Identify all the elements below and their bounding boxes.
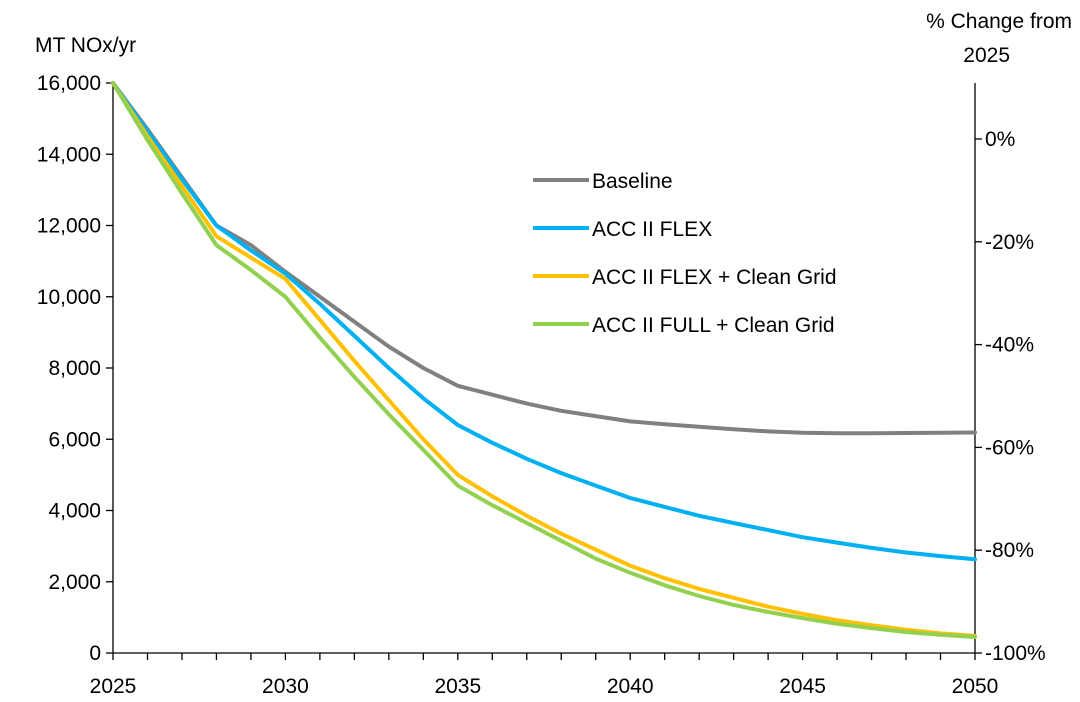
legend: Baseline ACC II FLEX ACC II FLEX + Clean G… (533, 170, 837, 337)
y2-tick-label: -80% (985, 539, 1034, 562)
legend-label: ACC II FULL + Clean Grid (592, 314, 835, 337)
y2-tick-label: -40% (985, 334, 1034, 357)
y-tick-label: 4,000 (48, 500, 101, 523)
y2-tick-label: 0% (985, 128, 1015, 151)
axes: 0 2,000 4,000 6,000 8,000 10,000 12,000 14,000 1… (37, 72, 1046, 698)
x-tick-label: 2040 (607, 675, 654, 698)
y-tick-label: 12,000 (37, 215, 101, 238)
y-tick-label: 16,000 (37, 72, 101, 95)
y-tick-label: 14,000 (37, 143, 101, 166)
y2-axis-title-line2: 2025 (963, 44, 1010, 67)
y2-tick-label: -100% (985, 642, 1046, 665)
series-line-4 (111, 81, 977, 639)
series-line-3 (111, 81, 977, 638)
y2-tick-label: -60% (985, 436, 1034, 459)
y-tick-label: 0 (89, 642, 101, 665)
legend-label: Baseline (592, 170, 673, 193)
y-tick-label: 10,000 (37, 286, 101, 309)
y-tick-label: 2,000 (48, 571, 101, 594)
y-tick-label: 6,000 (48, 428, 101, 451)
x-tick-label: 2035 (434, 675, 481, 698)
series-lines (111, 81, 977, 639)
legend-label: ACC II FLEX (592, 218, 712, 241)
y2-tick-label: -20% (985, 231, 1034, 254)
x-tick-label: 2030 (262, 675, 309, 698)
series-line-2 (111, 81, 977, 562)
y2-axis-title-line1: % Change from (926, 10, 1072, 33)
y-axis-title: MT NOx/yr (35, 34, 136, 57)
y-tick-label: 8,000 (48, 357, 101, 380)
series-line-1 (111, 81, 977, 436)
x-tick-label: 2045 (779, 675, 826, 698)
x-tick-label: 2050 (952, 675, 999, 698)
x-tick-label: 2025 (90, 675, 137, 698)
legend-label: ACC II FLEX + Clean Grid (592, 266, 837, 289)
